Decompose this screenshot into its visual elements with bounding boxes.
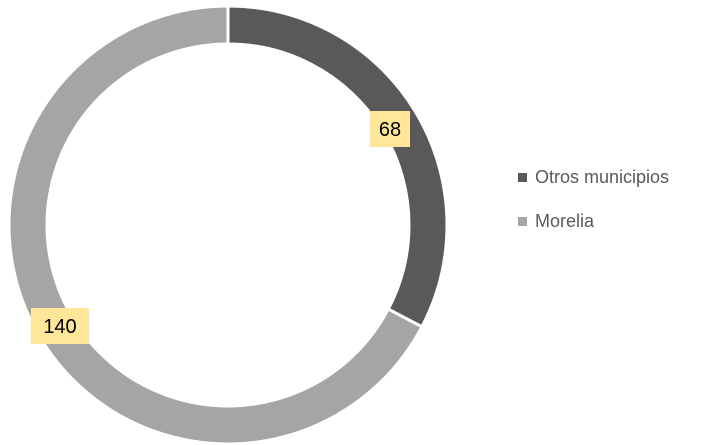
data-label-box-morelia bbox=[31, 308, 89, 344]
legend-swatch-otros-municipios bbox=[518, 172, 527, 182]
chart-legend: Otros municipios Morelia bbox=[518, 155, 669, 243]
data-label-box-otros-municipios bbox=[370, 111, 410, 147]
legend-label-morelia: Morelia bbox=[535, 210, 595, 231]
legend-item-otros-municipios: Otros municipios bbox=[518, 155, 669, 199]
slice-otros-municipios bbox=[226, 4, 449, 329]
legend-swatch-morelia bbox=[518, 216, 527, 226]
data-label-morelia: 140 bbox=[31, 308, 89, 344]
legend-item-morelia: Morelia bbox=[518, 199, 669, 243]
legend-label-otros-municipios: Otros municipios bbox=[535, 166, 670, 187]
slice-morelia bbox=[7, 4, 424, 445]
data-label-text-otros-municipios: 68 bbox=[379, 119, 401, 141]
data-label-text-morelia: 140 bbox=[43, 316, 76, 338]
data-label-otros-municipios: 68 bbox=[370, 111, 410, 147]
